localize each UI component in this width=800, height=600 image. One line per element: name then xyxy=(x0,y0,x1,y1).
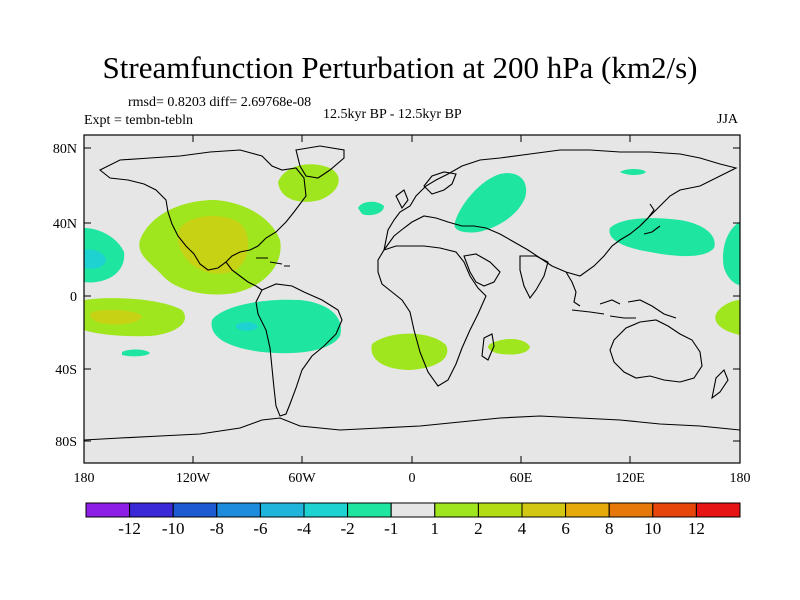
coastline-central-america xyxy=(225,261,263,291)
axis-ticks xyxy=(83,135,741,463)
contour-south-atlantic-positive xyxy=(371,333,448,370)
lon-label: 0 xyxy=(409,471,416,486)
coastline-japan xyxy=(639,203,661,235)
comparison-label: 12.5kyr BP - 12.5kyr BP xyxy=(323,107,462,122)
colorbar-swatch xyxy=(521,502,567,518)
coastlines xyxy=(84,145,740,441)
colorbar-swatch xyxy=(347,502,392,518)
contour-central-asia-negative xyxy=(454,173,527,233)
lat-label: 80S xyxy=(55,435,77,450)
colorbar-label: -6 xyxy=(253,519,267,538)
colorbar-boxes xyxy=(85,502,741,518)
colorbar-label: 10 xyxy=(644,519,661,538)
colorbar-swatch xyxy=(216,502,261,518)
colorbar-swatch xyxy=(390,502,436,518)
colorbar-swatch xyxy=(259,502,305,518)
contour-east-pacific-core xyxy=(90,309,142,325)
coastline-india xyxy=(519,255,549,300)
lon-label: 60W xyxy=(288,471,316,486)
lon-label: 180 xyxy=(74,471,95,486)
colorbar-label: 6 xyxy=(561,519,570,538)
colorbar-label: 8 xyxy=(605,519,614,538)
colorbar-label: 1 xyxy=(431,519,440,538)
contour-south-pacific-negative xyxy=(211,299,341,354)
contour-madagascar-positive xyxy=(488,338,530,355)
lat-label: 80N xyxy=(53,142,77,157)
colorbar-swatch xyxy=(695,502,741,518)
colorbar-swatch xyxy=(608,502,654,518)
map-title: Streamfunction Perturbation at 200 hPa (… xyxy=(102,50,698,85)
contour-tropical-pacific-negative xyxy=(122,349,150,357)
contour-fills xyxy=(84,164,740,370)
coastline-caribbean-islands xyxy=(256,257,290,267)
coastline-scandinavia xyxy=(423,171,457,195)
lon-label: 120E xyxy=(615,471,645,486)
colorbar-label: 4 xyxy=(518,519,527,538)
coastline-antarctica xyxy=(84,415,740,441)
coastline-australia xyxy=(609,319,703,383)
contour-central-pacific-negative xyxy=(84,228,125,283)
lon-label: 120W xyxy=(176,471,211,486)
colorbar-label: -10 xyxy=(162,519,185,538)
colorbar-swatch xyxy=(85,502,131,518)
colorbar-swatch xyxy=(434,502,479,518)
colorbar-labels: -12 -10 -8 -6 -4 -2 -1 1 2 4 6 8 10 12 xyxy=(118,519,705,538)
lon-label: 180 xyxy=(730,471,751,486)
coastline-north-america xyxy=(98,149,307,271)
coastline-africa xyxy=(377,245,487,387)
stats-label: rmsd= 0.8203 diff= 2.69768e-08 xyxy=(128,95,312,110)
colorbar-label: 12 xyxy=(688,519,705,538)
latitude-labels: 80N 40N 0 40S 80S xyxy=(53,142,77,450)
longitude-labels: 180 120W 60W 0 60E 120E 180 xyxy=(74,471,751,486)
lat-label: 40S xyxy=(55,363,77,378)
coastline-madagascar xyxy=(481,333,495,361)
season-label: JJA xyxy=(717,112,739,127)
lon-label: 60E xyxy=(510,471,533,486)
coastline-new-zealand xyxy=(711,369,729,400)
colorbar-label: -12 xyxy=(118,519,141,538)
contour-date-line-negative xyxy=(722,222,740,285)
lat-label: 40N xyxy=(53,217,77,232)
contour-central-pacific-core xyxy=(84,249,106,269)
colorbar-swatch xyxy=(477,502,523,518)
coastline-uk xyxy=(395,189,409,210)
colorbar-swatch xyxy=(172,502,218,518)
colorbar-label: -4 xyxy=(297,519,312,538)
contour-west-pacific-positive xyxy=(715,300,740,335)
coastline-south-america xyxy=(255,283,343,417)
colorbar-label: -1 xyxy=(384,519,398,538)
colorbar-swatch xyxy=(652,502,697,518)
contour-north-atlantic-negative xyxy=(358,201,384,216)
colorbar-swatch xyxy=(303,502,349,518)
coastline-southeast-asia xyxy=(565,271,581,307)
colorbar-swatch xyxy=(565,502,610,518)
coastline-indonesia xyxy=(571,299,677,319)
contour-east-asia-negative xyxy=(609,218,715,257)
colorbar-label: -8 xyxy=(210,519,224,538)
contour-south-pacific-core xyxy=(236,322,258,331)
colorbar-label: 2 xyxy=(474,519,483,538)
experiment-label: Expt = tembn-tebln xyxy=(84,113,193,128)
colorbar-label: -2 xyxy=(341,519,355,538)
contour-north-pacific-negative xyxy=(620,169,646,175)
contour-north-america-core xyxy=(178,216,249,274)
map-background xyxy=(84,135,740,463)
coastline-greenland xyxy=(295,145,345,179)
coastline-arabia xyxy=(463,253,501,287)
lat-label: 0 xyxy=(70,290,77,305)
colorbar-swatch xyxy=(129,502,174,518)
